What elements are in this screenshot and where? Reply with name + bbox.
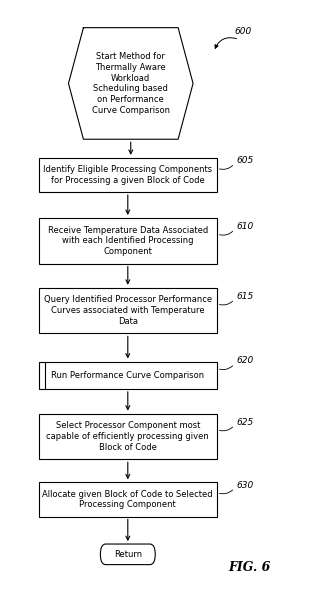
Text: Query Identified Processor Performance
Curves associated with Temperature
Data: Query Identified Processor Performance C… <box>44 296 212 326</box>
Text: Select Processor Component most
capable of efficiently processing given
Block of: Select Processor Component most capable … <box>46 421 209 452</box>
FancyBboxPatch shape <box>39 158 217 192</box>
FancyBboxPatch shape <box>39 482 217 517</box>
Text: Run Performance Curve Comparison: Run Performance Curve Comparison <box>51 371 204 380</box>
Text: 625: 625 <box>236 418 253 427</box>
FancyBboxPatch shape <box>100 544 155 564</box>
Polygon shape <box>69 27 193 139</box>
Text: Return: Return <box>114 550 142 559</box>
Text: FIG. 6: FIG. 6 <box>228 561 271 574</box>
Text: Receive Temperature Data Associated
with each Identified Processing
Component: Receive Temperature Data Associated with… <box>48 225 208 256</box>
Text: 610: 610 <box>236 222 253 231</box>
Text: Identify Eligible Processing Components
for Processing a given Block of Code: Identify Eligible Processing Components … <box>43 165 212 185</box>
FancyBboxPatch shape <box>39 414 217 460</box>
Text: 600: 600 <box>235 27 252 36</box>
FancyBboxPatch shape <box>39 288 217 334</box>
Text: 615: 615 <box>236 292 253 301</box>
FancyBboxPatch shape <box>39 218 217 263</box>
FancyBboxPatch shape <box>39 362 217 389</box>
Text: Start Method for
Thermally Aware
Workload
Scheduling based
on Performance
Curve : Start Method for Thermally Aware Workloa… <box>92 52 170 115</box>
Text: 605: 605 <box>236 156 253 165</box>
Text: Allocate given Block of Code to Selected
Processing Component: Allocate given Block of Code to Selected… <box>43 489 213 509</box>
Text: 630: 630 <box>236 480 253 489</box>
Text: 620: 620 <box>236 356 253 365</box>
